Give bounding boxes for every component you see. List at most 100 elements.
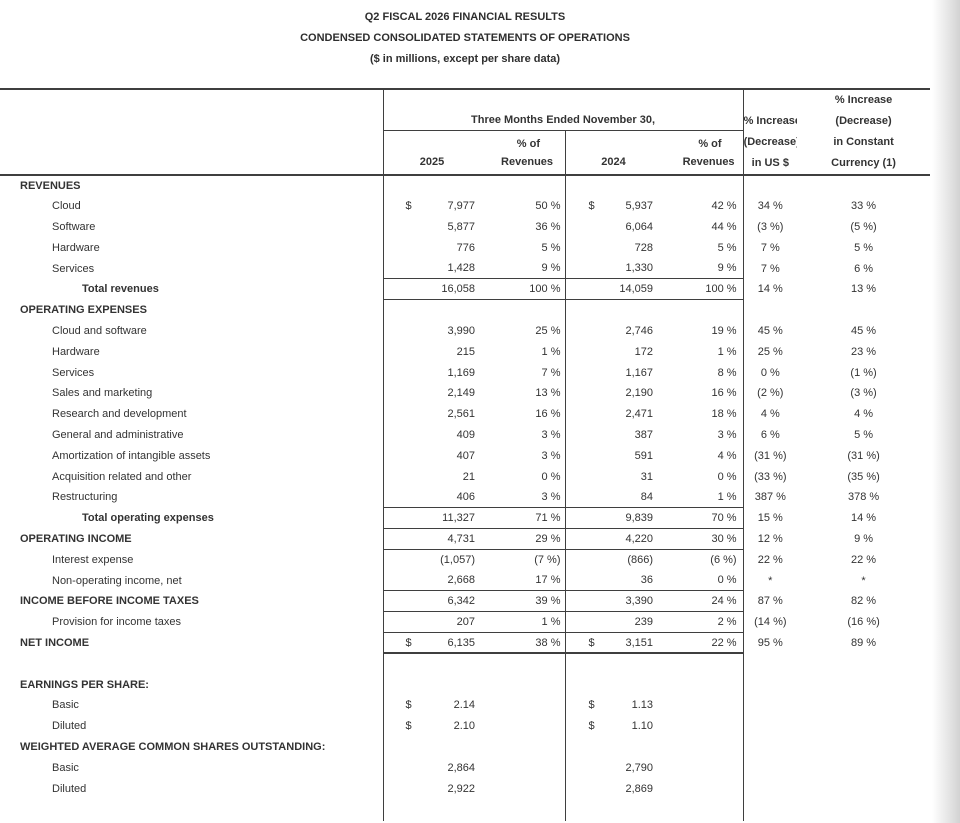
currency-2025-cell bbox=[383, 258, 418, 279]
table-body: REVENUES Cloud $7,977 50 % $5,937 42 % 34 % 33 … bbox=[0, 175, 930, 821]
increase-cc-cell bbox=[797, 778, 930, 799]
currency-2024-cell: $ bbox=[588, 699, 595, 712]
currency-2024-cell bbox=[565, 278, 600, 301]
value-2025-cell bbox=[418, 737, 480, 758]
pct-2024-cell: 1 % bbox=[660, 486, 744, 508]
increase-cc-cell bbox=[797, 737, 930, 758]
value-2024-cell: 2,869 bbox=[625, 782, 653, 795]
row-label: EARNINGS PER SHARE: bbox=[0, 674, 384, 695]
increase-usd-cell bbox=[743, 757, 797, 778]
header-row: Three Months Ended November 30, % of 202… bbox=[0, 88, 931, 176]
statements-of-operations-table: Three Months Ended November 30, % of 202… bbox=[0, 88, 931, 821]
row-label: OPERATING EXPENSES bbox=[0, 299, 384, 321]
increase-cc-cell: 22 % bbox=[851, 553, 877, 566]
row-label: Non-operating income, net bbox=[0, 570, 384, 591]
table-row: Research and development 2,561 16 % 2,471 18… bbox=[0, 403, 930, 425]
currency-2025-cell bbox=[383, 425, 418, 446]
value-2025-cell: 2.10 bbox=[453, 720, 475, 733]
table-row: Non-operating income, net 2,668 17 % 36 0 % *… bbox=[0, 570, 930, 592]
pct-2025-cell: 3 % bbox=[480, 424, 566, 446]
currency-2025-cell bbox=[383, 217, 418, 238]
row-label: Services bbox=[0, 258, 384, 279]
table-row: Software 5,877 36 % 6,064 44 % (3 %) (5 %) bbox=[0, 216, 930, 238]
row-label: INCOME BEFORE INCOME TAXES bbox=[0, 590, 384, 612]
value-2024-cell: 2,190 bbox=[625, 387, 653, 400]
value-2024-cell: 2,746 bbox=[625, 324, 653, 337]
value-2025-cell: 4,731 bbox=[418, 528, 480, 550]
currency-2025-cell bbox=[383, 300, 418, 321]
value-2024-cell: 14,059 bbox=[600, 278, 660, 301]
table-row bbox=[0, 653, 930, 675]
value-2025-cell: 409 bbox=[456, 428, 475, 441]
table-row: Total operating expenses 11,327 71 % 9,839 7… bbox=[0, 507, 930, 530]
currency-2025-cell bbox=[383, 549, 418, 570]
row-label: Interest expense bbox=[0, 549, 384, 571]
row-label: Hardware bbox=[0, 237, 384, 259]
table-row: Basic 2,864 2,790 bbox=[0, 757, 930, 779]
increase-cc-cell: 14 % bbox=[851, 512, 877, 525]
row-label: Basic bbox=[0, 757, 384, 779]
value-2025-cell: 2,922 bbox=[447, 782, 475, 795]
value-2025-cell: 407 bbox=[456, 449, 475, 462]
currency-2024-cell bbox=[565, 237, 600, 258]
increase-usd-cell: (14 %) bbox=[754, 616, 787, 629]
revenues-header-2024: Revenues bbox=[682, 156, 735, 168]
increase-cc-cell bbox=[797, 674, 930, 695]
increase-cc-cell bbox=[797, 757, 930, 778]
currency-2024-cell bbox=[565, 383, 600, 404]
increase-cc-cell: (16 %) bbox=[847, 616, 880, 629]
increase-usd-cell: 12 % bbox=[757, 532, 783, 545]
currency-2025-cell: $ bbox=[405, 200, 412, 213]
increase-cc-cell: 33 % bbox=[851, 200, 877, 213]
value-2024-cell: 6,064 bbox=[625, 220, 653, 233]
increase-cc-cell: (3 %) bbox=[850, 387, 877, 400]
value-2024-cell: 5,937 bbox=[625, 200, 653, 213]
pct-2025-cell: 3 % bbox=[480, 486, 566, 508]
value-2024-cell bbox=[600, 653, 660, 674]
pct-2024-cell bbox=[660, 757, 744, 779]
increase-usd-cell bbox=[743, 737, 797, 758]
pct-2025-cell bbox=[480, 715, 566, 737]
document-title-block: Q2 FISCAL 2026 FINANCIAL RESULTS CONDENS… bbox=[0, 0, 930, 70]
row-label: Amortization of intangible assets bbox=[0, 445, 384, 467]
pct-2024-cell: 100 % bbox=[660, 278, 744, 301]
currency-2025-cell bbox=[383, 674, 418, 695]
table-row: WEIGHTED AVERAGE COMMON SHARES OUTSTANDI… bbox=[0, 736, 930, 758]
pct-2024-cell: 4 % bbox=[660, 445, 744, 467]
currency-2025-cell: $ bbox=[405, 699, 412, 712]
pct-2025-cell bbox=[480, 694, 566, 716]
increase-cc-cell: (31 %) bbox=[847, 449, 880, 462]
value-2025-cell bbox=[418, 175, 480, 196]
value-2024-cell: 2,471 bbox=[625, 408, 653, 421]
currency-2024-cell: $ bbox=[565, 632, 600, 655]
increase-cc-cell: 378 % bbox=[847, 491, 880, 504]
pct-2025-cell: 50 % bbox=[480, 195, 566, 217]
value-2025-cell: 2.14 bbox=[453, 699, 475, 712]
pct-2025-cell: 7 % bbox=[480, 362, 566, 383]
currency-2025-cell: $ bbox=[405, 720, 412, 733]
currency-2024-cell bbox=[565, 258, 600, 279]
currency-2024-cell bbox=[565, 549, 600, 570]
currency-2024-cell bbox=[565, 611, 600, 634]
row-label: Research and development bbox=[0, 403, 384, 425]
currency-2025-cell bbox=[383, 653, 418, 674]
pct-2025-cell: 0 % bbox=[480, 466, 566, 487]
row-label: REVENUES bbox=[0, 175, 384, 196]
value-2024-cell bbox=[600, 300, 660, 321]
pct-2024-cell: 9 % bbox=[660, 258, 744, 279]
table-row: NET INCOME $6,135 38 % $3,151 22 % 95 % 89 % bbox=[0, 632, 930, 655]
pct-2024-cell: 16 % bbox=[660, 382, 744, 404]
pct-2024-cell bbox=[660, 736, 744, 758]
currency-2025-cell bbox=[383, 237, 418, 258]
value-2025-cell: 2,864 bbox=[447, 761, 475, 774]
increase-usd-cell: 15 % bbox=[757, 512, 783, 525]
currency-2024-cell bbox=[565, 528, 600, 550]
increase-cc-cell: 6 % bbox=[854, 262, 874, 275]
currency-2024-cell bbox=[565, 445, 600, 466]
pct-2025-cell: 71 % bbox=[480, 507, 566, 530]
currency-2025-cell bbox=[383, 487, 418, 508]
row-label: Software bbox=[0, 216, 384, 238]
table-header: Three Months Ended November 30, % of 202… bbox=[0, 88, 931, 176]
currency-2024-cell bbox=[565, 300, 600, 321]
